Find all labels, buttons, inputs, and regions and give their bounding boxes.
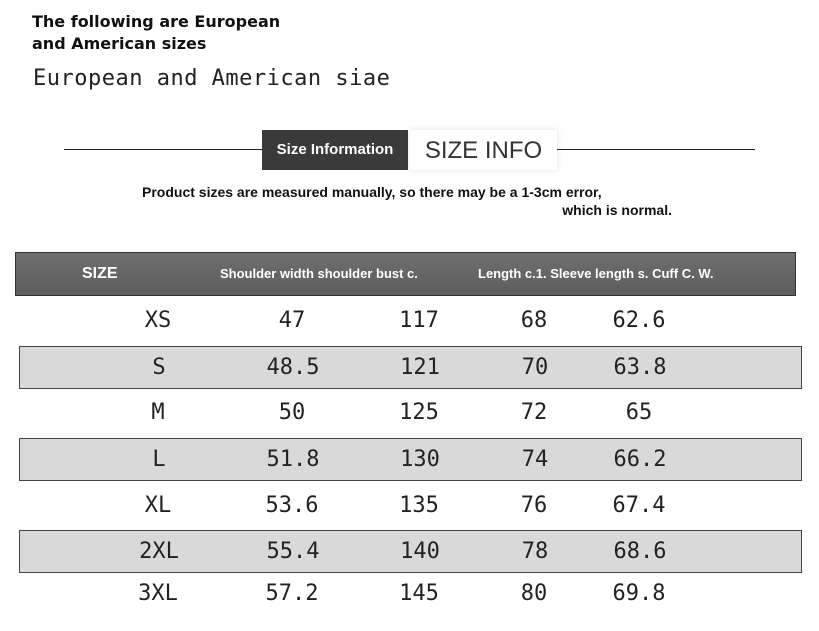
cell-bust: 125 [399, 400, 439, 425]
cell-size: L [152, 447, 166, 472]
cell-size: 3XL [138, 581, 178, 606]
header-shoulder-bust: Shoulder width shoulder bust c. [220, 266, 418, 281]
table-row: S 48.5 121 70 63.8 [19, 346, 802, 389]
divider-left [64, 149, 262, 150]
table-row: XS 47 117 68 62.6 [19, 300, 800, 341]
cell-shoulder-width: 55.4 [266, 539, 320, 564]
cell-length: 80 [520, 581, 548, 606]
cell-size: S [152, 355, 166, 380]
cell-size: XS [144, 308, 172, 333]
table-row: 3XL 57.2 145 80 69.8 [19, 573, 800, 614]
page-heading: The following are European and American … [32, 11, 332, 55]
cell-shoulder-width: 48.5 [266, 355, 320, 380]
header-length-sleeve-cuff: Length c.1. Sleeve length s. Cuff C. W. [478, 266, 714, 281]
cell-bust: 135 [399, 493, 439, 518]
divider-right [557, 149, 755, 150]
note-line-1: Product sizes are measured manually, so … [142, 184, 602, 200]
table-row: XL 53.6 135 76 67.4 [19, 485, 800, 526]
size-information-label: Size Information [262, 130, 408, 170]
table-row: 2XL 55.4 140 78 68.6 [19, 530, 802, 573]
cell-sleeve-length: 67.4 [612, 493, 666, 518]
cell-sleeve-length: 69.8 [612, 581, 666, 606]
cell-bust: 117 [399, 308, 439, 333]
cell-size: M [151, 400, 165, 425]
cell-length: 70 [521, 355, 549, 380]
table-row: L 51.8 130 74 66.2 [19, 438, 802, 481]
note-line-2: which is normal. [562, 202, 672, 218]
cell-sleeve-length: 63.8 [613, 355, 667, 380]
measurement-note: Product sizes are measured manually, so … [142, 183, 672, 219]
cell-shoulder-width: 47 [278, 308, 306, 333]
cell-length: 76 [520, 493, 548, 518]
cell-length: 78 [521, 539, 549, 564]
cell-sleeve-length: 66.2 [613, 447, 667, 472]
size-info-label: SIZE INFO [410, 130, 557, 170]
table-row: M 50 125 72 65 [19, 392, 800, 433]
size-info-banner: Size Information SIZE INFO [0, 128, 819, 172]
cell-shoulder-width: 50 [278, 400, 306, 425]
cell-bust: 145 [399, 581, 439, 606]
cell-shoulder-width: 53.6 [265, 493, 319, 518]
cell-shoulder-width: 51.8 [266, 447, 320, 472]
cell-size: XL [144, 493, 172, 518]
cell-bust: 130 [400, 447, 440, 472]
cell-sleeve-length: 62.6 [612, 308, 666, 333]
cell-bust: 121 [400, 355, 440, 380]
page-subtitle: European and American siae [33, 66, 391, 91]
cell-sleeve-length: 65 [625, 400, 653, 425]
cell-shoulder-width: 57.2 [265, 581, 319, 606]
cell-length: 68 [520, 308, 548, 333]
header-size: SIZE [82, 265, 118, 282]
table-header: SIZE Shoulder width shoulder bust c. Len… [15, 252, 796, 296]
cell-length: 74 [521, 447, 549, 472]
cell-length: 72 [520, 400, 548, 425]
cell-sleeve-length: 68.6 [613, 539, 667, 564]
heading-line-2: and American sizes [32, 34, 207, 53]
cell-size: 2XL [139, 539, 179, 564]
heading-line-1: The following are European [32, 12, 281, 31]
cell-bust: 140 [400, 539, 440, 564]
